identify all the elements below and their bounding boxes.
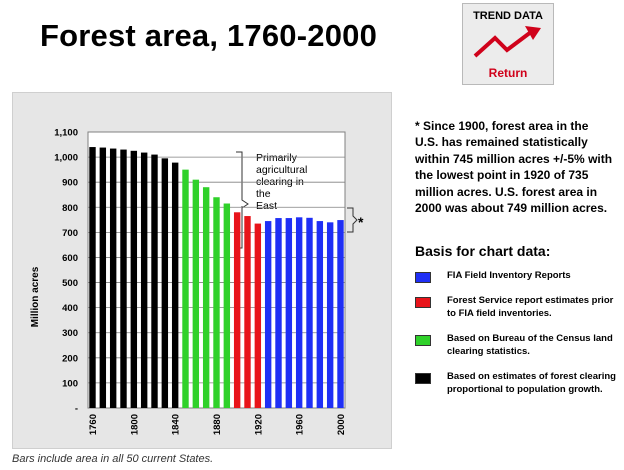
bar — [89, 147, 96, 408]
forest-area-chart: Million acres Primarily agricultural cle… — [30, 128, 364, 436]
y-tick-label: 1,000 — [54, 153, 78, 164]
bar — [151, 154, 158, 408]
trend-data-label: TREND DATA — [473, 10, 543, 22]
x-tick-label: 1800 — [129, 414, 140, 435]
legend-title: Basis for chart data: — [415, 243, 551, 259]
bar — [244, 216, 251, 408]
trend-data-return-button[interactable]: TREND DATA Return — [462, 3, 554, 85]
x-tick-label: 1840 — [171, 414, 182, 435]
x-tick-label: 1960 — [295, 414, 306, 435]
bar — [316, 221, 324, 408]
bar — [120, 149, 127, 408]
legend-label-census: Based on Bureau of the Census land clear… — [447, 333, 613, 357]
bar — [254, 223, 262, 408]
bar — [182, 169, 189, 408]
bar — [161, 158, 169, 408]
legend-label-fia: FIA Field Inventory Reports — [447, 270, 571, 281]
y-axis-label: Million acres — [30, 266, 41, 327]
bar — [285, 218, 293, 408]
page-title: Forest area, 1760-2000 — [40, 18, 378, 53]
legend-label-forest-service: Forest Service report estimates prior to… — [447, 295, 614, 319]
bar — [295, 217, 303, 408]
bar — [233, 212, 241, 408]
trend-arrow-icon — [473, 26, 541, 58]
bar — [171, 162, 179, 408]
agricultural-clearing-annotation: Primarily agricultural clearing in the E… — [256, 152, 310, 212]
bar — [109, 148, 117, 408]
y-tick-label: 600 — [62, 253, 78, 264]
y-tick-label: 500 — [62, 278, 78, 289]
bar — [202, 187, 210, 408]
legend-label-population: Based on estimates of forest clearing pr… — [447, 371, 616, 395]
bar — [140, 152, 148, 408]
x-tick-label: 1760 — [88, 414, 99, 435]
x-tick-label: 2000 — [336, 414, 347, 435]
stable-period-bracket — [347, 207, 358, 233]
y-tick-label: 900 — [62, 178, 78, 189]
return-label: Return — [488, 66, 528, 80]
legend-swatch-blue — [415, 272, 431, 283]
bar — [130, 150, 138, 408]
x-tick-label: 1880 — [212, 414, 223, 435]
bar — [306, 217, 313, 408]
bar — [337, 220, 344, 408]
y-tick-label: - — [75, 404, 78, 415]
bar — [192, 179, 200, 408]
forest-area-note: * Since 1900, forest area in the U.S. ha… — [415, 119, 613, 216]
bar — [213, 197, 220, 408]
y-tick-label: 300 — [62, 328, 78, 339]
bar — [326, 222, 334, 408]
y-tick-label: 200 — [62, 353, 78, 364]
legend-swatch-black — [415, 373, 431, 384]
y-tick-label: 800 — [62, 203, 78, 214]
stable-period-star: * — [358, 214, 364, 230]
x-tick-label: 1920 — [253, 414, 264, 435]
y-tick-label: 400 — [62, 303, 78, 314]
bar — [264, 221, 272, 408]
bar — [99, 147, 107, 408]
y-tick-label: 100 — [62, 378, 78, 389]
legend-swatch-green — [415, 335, 431, 346]
y-tick-label: 700 — [62, 228, 78, 239]
y-tick-label: 1,100 — [54, 128, 78, 139]
bar — [275, 218, 282, 408]
bar — [223, 203, 231, 408]
legend-swatch-red — [415, 297, 431, 308]
chart-caption: Bars include area in all 50 current Stat… — [12, 453, 214, 465]
